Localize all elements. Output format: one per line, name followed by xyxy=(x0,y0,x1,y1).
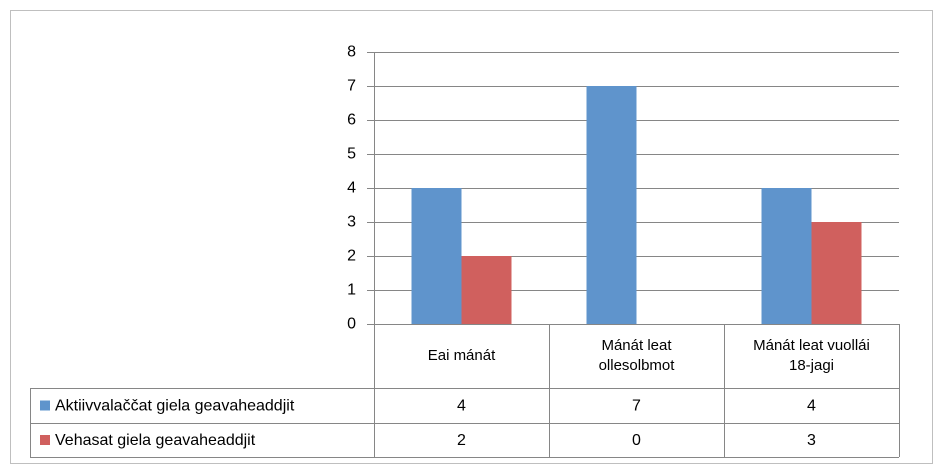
legend-label: Aktiivvalaččat giela geavaheaddjit xyxy=(55,398,295,415)
y-tick-label: 7 xyxy=(347,78,356,95)
table-value: 2 xyxy=(457,432,466,449)
x-tick-label: Eai mánát xyxy=(427,347,496,364)
category-cell-box: Mánát leat vuollái 18-jagi xyxy=(724,324,899,388)
table-value: 3 xyxy=(807,432,816,449)
y-tick-label: 1 xyxy=(347,282,356,299)
category-cell: Eai mánát xyxy=(374,324,549,388)
bar xyxy=(761,188,812,324)
bar xyxy=(586,86,637,324)
y-tick-label: 3 xyxy=(347,214,356,231)
y-tick-label: 5 xyxy=(347,146,356,163)
legend-key xyxy=(40,435,50,445)
bar xyxy=(411,188,462,324)
category-cell: Mánát leat ollesolbmot xyxy=(549,324,724,388)
legend-key xyxy=(40,400,50,411)
x-tick-label: Mánát leat ollesolbmot xyxy=(598,337,675,374)
bar xyxy=(461,256,512,324)
table-value: 0 xyxy=(632,432,641,449)
category-cell-box: Eai mánát xyxy=(374,324,549,388)
y-tick-label: 4 xyxy=(347,180,356,197)
y-tick-label: 8 xyxy=(347,44,356,61)
category-cell-box: Mánát leat ollesolbmot xyxy=(549,324,724,388)
bar xyxy=(811,222,862,324)
table-value: 7 xyxy=(632,398,641,415)
y-tick-label: 6 xyxy=(347,112,356,129)
legend-label: Vehasat giela geavaheaddjit xyxy=(55,432,256,449)
category-cell: Mánát leat vuollái 18-jagi xyxy=(724,324,899,388)
y-tick-label: 2 xyxy=(347,248,356,265)
y-tick-label: 0 xyxy=(347,316,356,333)
table-value: 4 xyxy=(457,398,466,415)
table-value: 4 xyxy=(807,398,816,415)
x-tick-label: Mánát leat vuollái 18-jagi xyxy=(753,337,870,374)
